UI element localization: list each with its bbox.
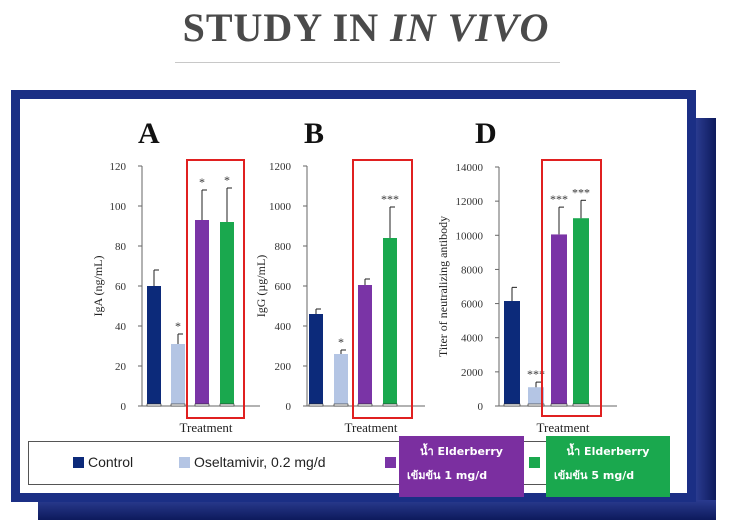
panel-d-x-label: Treatment: [537, 420, 590, 435]
panel-a-tick-label-6: 120: [110, 161, 127, 173]
panel-a-bar-base-2: [194, 403, 210, 407]
panel-d-bar-3: [573, 218, 589, 406]
panel-b-y-label: IgG (µg/mL): [254, 255, 268, 318]
panel-b-tick-label-3: 600: [275, 281, 292, 293]
panel-d-bar-2: [551, 234, 567, 406]
title-divider: [175, 62, 560, 63]
panel-a-tick-label-0: 0: [121, 401, 127, 413]
panel-d-tick-label-2: 4000: [461, 333, 484, 345]
slide-title-plain: STUDY IN: [182, 5, 391, 50]
panel-b-x-label: Treatment: [345, 420, 398, 435]
elderberry-1mg-callout: น้ำ Elderberry เข้มข้น 1 mg/d: [399, 436, 524, 497]
elder1-line1: น้ำ Elderberry: [420, 445, 503, 458]
panel-a-sig-2: *: [199, 175, 205, 189]
panel-d-letter: D: [475, 117, 497, 150]
panel-a-sig-3: *: [224, 173, 230, 187]
panel-a-bar-2: [195, 220, 209, 406]
panel-d-bar-0: [504, 301, 520, 406]
panel-a-highlight-box: [186, 159, 245, 419]
elderberry-5mg-callout: น้ำ Elderberry เข้มข้น 5 mg/d: [546, 436, 670, 497]
legend-swatch-oseltamivir: [179, 457, 190, 468]
legend-item-elder1: [385, 454, 400, 470]
legend-swatch-elder1: [385, 457, 396, 468]
panel-b-bar-base-3: [382, 403, 398, 407]
panel-b-bar-base-2: [357, 403, 373, 407]
panel-b-sig-3: ***: [381, 192, 399, 206]
panel-a-bar-0: [147, 286, 161, 406]
panel-d-tick-label-4: 8000: [461, 264, 484, 276]
panel-b-tick-label-2: 400: [275, 321, 292, 333]
panel-d-sig-2: ***: [550, 192, 568, 206]
panel-d-y-label: Titer of neutralizing antibody: [436, 216, 450, 357]
panel-d-bar-1: [528, 387, 544, 406]
elder1-line2: เข้มข้น 1 mg/d: [407, 469, 488, 482]
panel-d-tick-label-1: 2000: [461, 367, 484, 379]
panel-b-bar-2: [358, 285, 372, 406]
panel-a-tick-label-2: 40: [115, 321, 127, 333]
legend-item-control: Control: [73, 454, 133, 470]
panel-d-bar-base-0: [503, 403, 521, 407]
panel-b-letter: B: [304, 117, 324, 150]
panel-d-sig-1: ***: [527, 367, 545, 381]
panel-a-y-label: IgA (ng/mL): [91, 256, 105, 317]
panel-b-bar-1: [334, 354, 348, 406]
panel-a-bar-base-0: [146, 403, 162, 407]
legend-swatch-control: [73, 457, 84, 468]
legend-swatch-elder5: [529, 457, 540, 468]
panel-d-tick-label-0: 0: [478, 401, 484, 413]
slide-title-italic: IN VIVO: [390, 5, 550, 50]
panel-b-tick-label-6: 1200: [269, 161, 292, 173]
panel-b-tick-label-0: 0: [286, 401, 292, 413]
panel-b-tick-label-1: 200: [275, 361, 292, 373]
panel-a-x-label: Treatment: [180, 420, 233, 435]
frame-shadow-bottom: [38, 500, 716, 520]
panel-b-bar-base-1: [333, 403, 349, 407]
panel-b-tick-label-5: 1000: [269, 201, 292, 213]
panel-d-bar-base-1: [527, 403, 545, 407]
panel-a-tick-label-1: 20: [115, 361, 127, 373]
panel-a-tick-label-5: 100: [110, 201, 127, 213]
slide-title: STUDY IN IN VIVO: [0, 4, 732, 51]
elder5-line2: เข้มข้น 5 mg/d: [554, 469, 635, 482]
panel-d-tick-label-3: 6000: [461, 299, 484, 311]
panel-a-bar-1: [171, 344, 185, 406]
frame-shadow: [696, 118, 716, 520]
panel-b-sig-1: *: [338, 335, 344, 349]
panel-b-bar-0: [309, 314, 323, 406]
panel-d-tick-label-6: 12000: [456, 196, 484, 208]
panel-d-bar-base-3: [572, 403, 590, 407]
panel-d-tick-label-5: 10000: [456, 230, 484, 242]
panel-a-bar-base-1: [170, 403, 186, 407]
panel-d-tick-label-7: 14000: [456, 162, 484, 174]
elder5-line1: น้ำ Elderberry: [566, 445, 650, 458]
panel-d-sig-3: ***: [572, 185, 590, 199]
panel-b-bar-base-0: [308, 403, 324, 407]
panel-b-tick-label-4: 800: [275, 241, 292, 253]
legend-label-control: Control: [88, 454, 134, 470]
legend-item-oseltamivir: Oseltamivir, 0.2 mg/d: [179, 454, 326, 470]
panel-a-tick-label-4: 80: [115, 241, 127, 253]
panel-a-tick-label-3: 60: [115, 281, 127, 293]
panel-a-bar-base-3: [219, 403, 235, 407]
panel-d-highlight-box: [541, 159, 602, 417]
panel-b-highlight-box: [352, 159, 413, 419]
legend-item-elder5: [529, 454, 544, 470]
panel-d-bar-base-2: [550, 403, 568, 407]
panel-a-sig-1: *: [175, 319, 181, 333]
legend-label-oseltamivir: Oseltamivir, 0.2 mg/d: [194, 454, 326, 470]
figure-panel: A 0 20 40 60 80 100 120 IgA (ng/mL) Treatment * * * B…: [20, 99, 687, 493]
panel-a-letter: A: [138, 117, 160, 150]
panel-a-bar-3: [220, 222, 234, 406]
panel-b-bar-3: [383, 238, 397, 406]
